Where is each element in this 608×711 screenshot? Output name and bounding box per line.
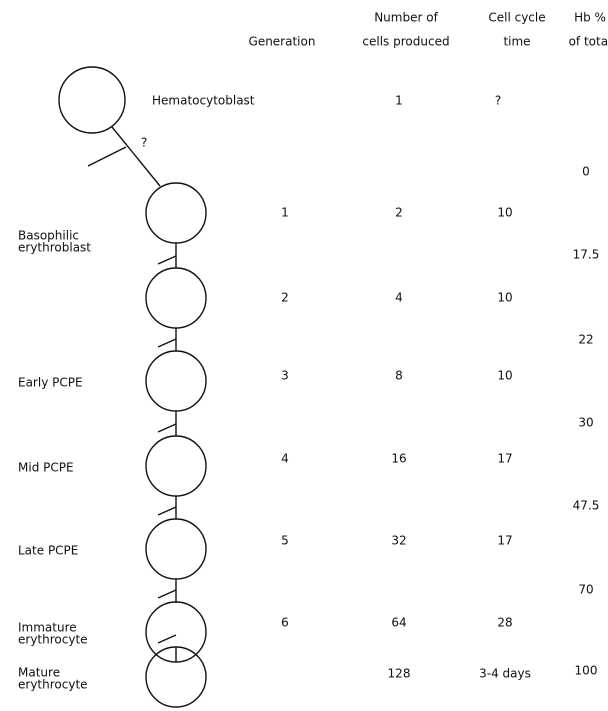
connector-slash xyxy=(157,506,177,516)
cell xyxy=(145,518,207,580)
cycle-time: 10 xyxy=(497,206,512,220)
generation: 1 xyxy=(281,206,289,220)
hb-percent: 30 xyxy=(578,416,593,430)
cycle-time: 17 xyxy=(497,534,512,548)
connector-slash xyxy=(157,634,177,644)
column-header: of total xyxy=(569,35,608,49)
cell-label: Late PCPE xyxy=(18,544,78,558)
cell-label: Mid PCPE xyxy=(18,461,74,475)
stem-cells: 1 xyxy=(395,94,403,108)
column-header: time xyxy=(503,35,530,49)
cells-produced: 64 xyxy=(391,616,406,630)
cell xyxy=(145,267,207,329)
column-header: Cell cycle xyxy=(488,11,545,25)
generation: 6 xyxy=(281,616,289,630)
cycle-time: 3-4 days xyxy=(479,667,531,681)
connector-slash xyxy=(157,255,177,265)
cell-label: erythroblast xyxy=(18,241,91,255)
cycle-time: 17 xyxy=(497,452,512,466)
cycle-time: 10 xyxy=(497,369,512,383)
stem-cell xyxy=(58,66,126,134)
cell-label: erythrocyte xyxy=(18,678,88,692)
cell xyxy=(145,435,207,497)
cells-produced: 2 xyxy=(395,206,403,220)
column-header: cells produced xyxy=(362,35,449,49)
generation: 3 xyxy=(281,369,289,383)
hb-percent: 47.5 xyxy=(573,499,600,513)
connector-slash xyxy=(157,589,177,599)
cell-label: Early PCPE xyxy=(18,376,83,390)
connector xyxy=(111,126,161,187)
stem-cycle: ? xyxy=(495,94,501,108)
cells-produced: 8 xyxy=(395,369,403,383)
generation: 5 xyxy=(281,534,289,548)
connector-slash xyxy=(157,338,177,348)
hb-percent: 70 xyxy=(578,583,593,597)
hb-percent: 22 xyxy=(578,333,593,347)
cycle-time: 28 xyxy=(497,616,512,630)
cell xyxy=(145,182,207,244)
cells-produced: 32 xyxy=(391,534,406,548)
connector-slash xyxy=(157,423,177,433)
cell-label: Basophilic xyxy=(18,229,79,243)
column-header: Hb % xyxy=(574,11,606,25)
column-header: Number of xyxy=(374,11,438,25)
hb-percent: 17.5 xyxy=(573,248,600,262)
column-header: Generation xyxy=(249,35,316,49)
cycle-time: 10 xyxy=(497,291,512,305)
generation: 4 xyxy=(281,452,289,466)
cells-produced: 16 xyxy=(391,452,406,466)
cell-label: erythrocyte xyxy=(18,633,88,647)
stem-label: Hematocytoblast xyxy=(152,94,255,108)
hb-percent: 100 xyxy=(575,664,598,678)
cells-produced: 128 xyxy=(388,667,411,681)
cells-produced: 4 xyxy=(395,291,403,305)
link-mark: ? xyxy=(141,136,147,150)
cell-label: Immature xyxy=(18,621,77,635)
connector-slash xyxy=(87,146,127,167)
hb-percent: 0 xyxy=(582,165,590,179)
generation: 2 xyxy=(281,291,289,305)
cell-label: Mature xyxy=(18,666,60,680)
cell xyxy=(145,350,207,412)
